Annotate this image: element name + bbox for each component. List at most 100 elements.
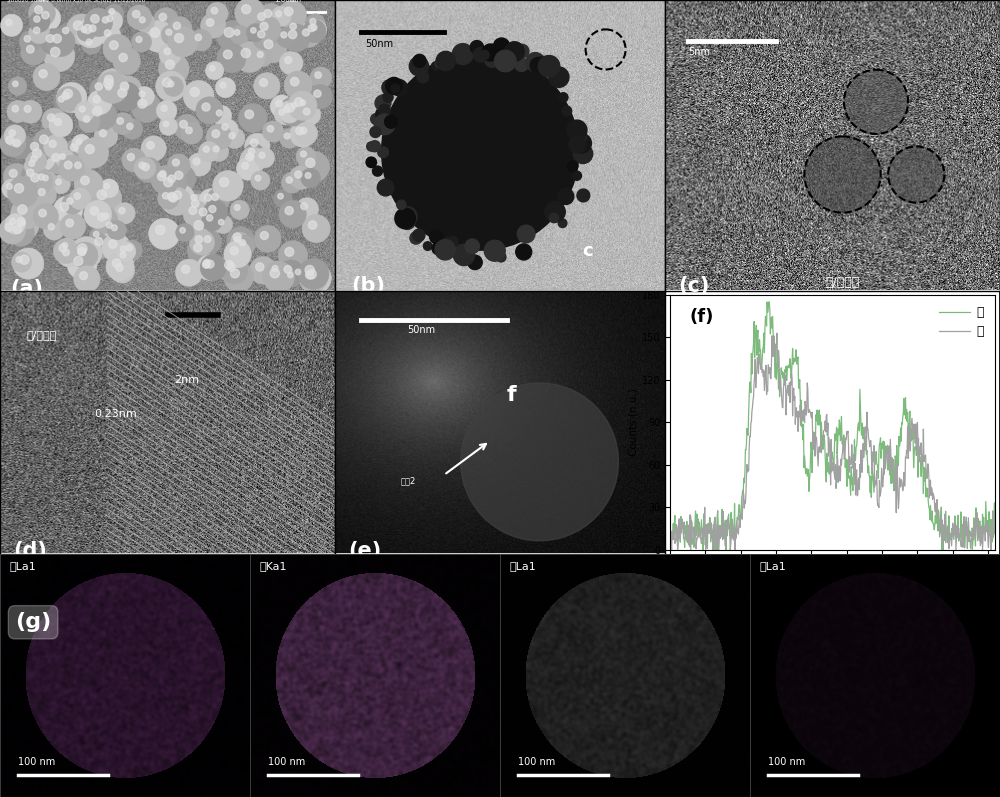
Circle shape [33,183,56,206]
Circle shape [24,156,44,176]
Circle shape [301,168,320,188]
Circle shape [203,146,209,152]
钯 [664,511,676,520]
Circle shape [86,39,92,45]
Circle shape [52,154,60,162]
Circle shape [58,96,64,102]
Circle shape [81,27,87,33]
Circle shape [296,198,318,221]
Circle shape [278,101,300,123]
Circle shape [100,25,121,46]
Circle shape [167,192,176,201]
Circle shape [230,26,249,44]
Circle shape [95,238,103,245]
Circle shape [246,153,254,161]
Circle shape [199,189,223,213]
Circle shape [577,189,590,202]
Circle shape [495,50,516,72]
Circle shape [127,154,134,161]
Circle shape [397,200,406,210]
Circle shape [278,241,308,270]
Circle shape [21,163,45,188]
Circle shape [149,218,180,249]
Circle shape [260,231,268,240]
Circle shape [432,241,445,255]
Circle shape [297,24,321,47]
Circle shape [279,109,285,115]
Circle shape [567,161,578,171]
Circle shape [217,44,246,73]
Circle shape [375,95,391,111]
Circle shape [116,248,135,267]
Circle shape [253,47,272,67]
钯 [722,516,734,525]
Circle shape [235,235,255,256]
Circle shape [379,95,388,104]
Circle shape [187,214,218,245]
Circle shape [159,117,177,135]
Circle shape [231,269,239,278]
Circle shape [573,144,593,163]
Circle shape [480,50,489,60]
Circle shape [131,92,161,123]
Circle shape [562,106,572,116]
Circle shape [385,116,397,128]
Circle shape [230,232,249,251]
Circle shape [224,241,251,268]
Circle shape [264,10,272,18]
Circle shape [305,173,311,179]
Circle shape [214,215,233,234]
Circle shape [204,259,210,265]
Circle shape [122,148,146,172]
Circle shape [260,79,268,87]
Circle shape [24,136,51,163]
Circle shape [549,214,559,222]
Circle shape [505,41,524,61]
Circle shape [440,55,455,69]
Circle shape [33,27,40,33]
Line: 金: 金 [670,333,995,550]
Circle shape [201,13,226,38]
Circle shape [57,244,80,267]
Circle shape [63,27,69,33]
Circle shape [218,219,224,225]
Circle shape [203,261,210,268]
Circle shape [8,77,27,96]
Circle shape [136,158,161,183]
Circle shape [371,114,381,124]
Circle shape [376,107,390,122]
Circle shape [206,124,232,150]
Circle shape [76,18,106,48]
Circle shape [33,128,62,158]
Circle shape [16,257,22,263]
Circle shape [302,29,309,36]
Circle shape [251,28,256,33]
Circle shape [103,34,132,63]
Circle shape [76,139,82,144]
金 [910,419,922,429]
Circle shape [47,114,55,121]
Circle shape [254,73,280,99]
Circle shape [274,104,295,125]
Circle shape [315,72,321,78]
Circle shape [13,81,18,87]
Circle shape [245,110,254,119]
Circle shape [199,142,219,162]
Circle shape [248,154,254,159]
Text: 5nm: 5nm [688,47,710,57]
Circle shape [67,249,97,280]
Circle shape [60,154,65,159]
Circle shape [294,98,303,107]
Circle shape [234,205,240,210]
Circle shape [212,105,232,125]
Circle shape [106,253,134,281]
Circle shape [303,108,310,115]
Circle shape [97,190,107,199]
Circle shape [53,34,61,43]
Circle shape [367,142,376,151]
Circle shape [56,179,61,185]
Circle shape [150,28,160,37]
Circle shape [272,265,278,272]
Circle shape [288,30,297,39]
Circle shape [254,226,281,253]
